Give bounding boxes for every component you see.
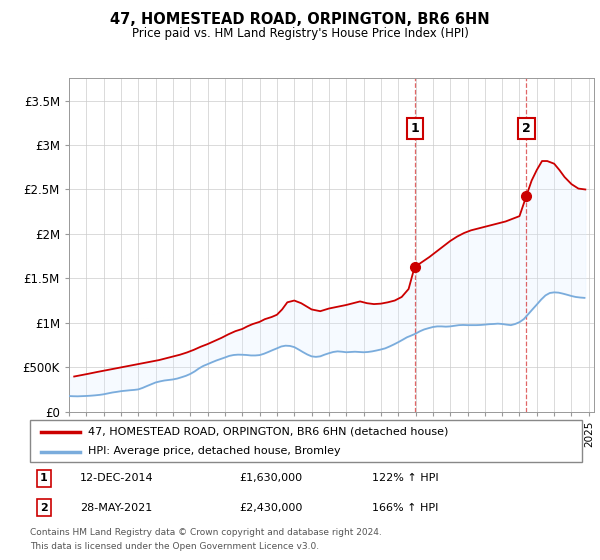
Text: 2: 2	[522, 122, 531, 135]
Text: £1,630,000: £1,630,000	[240, 473, 303, 483]
Text: HPI: Average price, detached house, Bromley: HPI: Average price, detached house, Brom…	[88, 446, 341, 456]
Text: 12-DEC-2014: 12-DEC-2014	[80, 473, 154, 483]
Text: £2,430,000: £2,430,000	[240, 503, 303, 513]
Text: 1: 1	[40, 473, 47, 483]
Text: 166% ↑ HPI: 166% ↑ HPI	[372, 503, 439, 513]
Text: This data is licensed under the Open Government Licence v3.0.: This data is licensed under the Open Gov…	[30, 542, 319, 550]
Text: 122% ↑ HPI: 122% ↑ HPI	[372, 473, 439, 483]
Text: 47, HOMESTEAD ROAD, ORPINGTON, BR6 6HN (detached house): 47, HOMESTEAD ROAD, ORPINGTON, BR6 6HN (…	[88, 427, 448, 437]
Text: 1: 1	[410, 122, 419, 135]
Text: 28-MAY-2021: 28-MAY-2021	[80, 503, 152, 513]
Text: Price paid vs. HM Land Registry's House Price Index (HPI): Price paid vs. HM Land Registry's House …	[131, 27, 469, 40]
Text: 2: 2	[40, 503, 47, 513]
Text: Contains HM Land Registry data © Crown copyright and database right 2024.: Contains HM Land Registry data © Crown c…	[30, 528, 382, 536]
Text: 47, HOMESTEAD ROAD, ORPINGTON, BR6 6HN: 47, HOMESTEAD ROAD, ORPINGTON, BR6 6HN	[110, 12, 490, 27]
